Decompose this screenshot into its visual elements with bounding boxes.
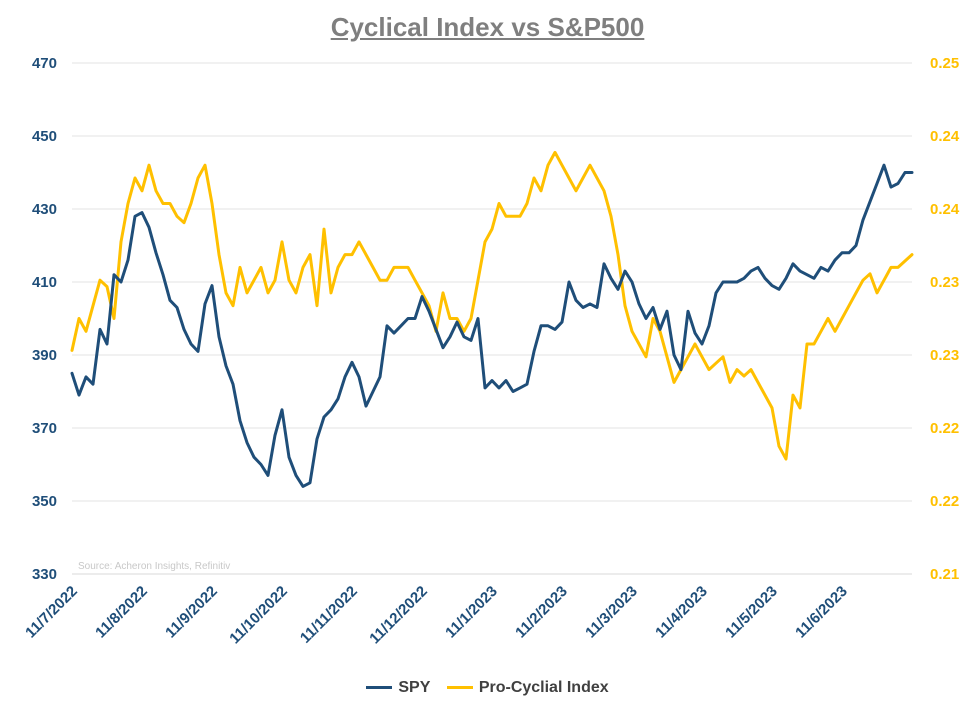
x-tick-label: 11/4/2023 bbox=[652, 583, 711, 642]
legend-label-pro-cyclical: Pro-Cyclial Index bbox=[478, 678, 609, 696]
left-tick-label: 330 bbox=[32, 566, 57, 583]
x-tick-label: 11/6/2023 bbox=[792, 583, 851, 642]
source-note: Source: Acheron Insights, Refinitiv bbox=[78, 561, 230, 572]
right-tick-label: 0.23 bbox=[930, 274, 959, 291]
x-tick-label: 11/12/2022 bbox=[366, 583, 431, 648]
x-tick-label: 11/2/2023 bbox=[512, 583, 571, 642]
legend-item-spy: SPY bbox=[366, 679, 430, 697]
legend-label-spy: SPY bbox=[398, 678, 431, 696]
left-tick-label: 390 bbox=[32, 347, 57, 364]
legend-swatch-spy bbox=[366, 686, 393, 689]
x-tick-label: 11/3/2023 bbox=[582, 583, 641, 642]
left-tick-label: 430 bbox=[32, 201, 57, 218]
chart-title: Cyclical Index vs S&P500 bbox=[330, 12, 645, 42]
x-tick-label: 11/10/2022 bbox=[226, 583, 291, 648]
x-tick-label: 11/8/2022 bbox=[92, 583, 151, 642]
left-tick-label: 450 bbox=[32, 128, 57, 145]
legend-item-pro-cyclical: Pro-Cyclial Index bbox=[446, 678, 609, 697]
left-tick-label: 350 bbox=[32, 493, 57, 510]
right-tick-label: 0.22 bbox=[930, 420, 959, 437]
x-tick-label: 11/9/2022 bbox=[162, 583, 221, 642]
left-axis-ticks: 330 350 370 390 410 430 450 470 bbox=[32, 55, 57, 583]
left-tick-label: 470 bbox=[32, 55, 57, 72]
right-tick-label: 0.25 bbox=[930, 55, 959, 72]
gridlines bbox=[72, 62, 912, 502]
series-line-pro-cyclical bbox=[70, 150, 914, 461]
series-lines bbox=[70, 150, 914, 488]
legend: SPY Pro-Cyclial Index bbox=[0, 676, 975, 697]
x-tick-label: 11/5/2023 bbox=[722, 583, 781, 642]
right-tick-label: 0.22 bbox=[930, 493, 959, 510]
series-line-spy bbox=[70, 163, 914, 488]
x-axis-ticks: 11/7/2022 11/8/2022 11/9/2022 11/10/2022 11/… bbox=[22, 583, 851, 648]
right-tick-label: 0.21 bbox=[930, 566, 959, 583]
x-tick-label: 11/1/2023 bbox=[442, 583, 501, 642]
legend-swatch-pro-cyclical bbox=[446, 686, 473, 689]
x-tick-label: 11/7/2022 bbox=[22, 583, 81, 642]
right-axis-ticks: 0.21 0.22 0.22 0.23 0.23 0.24 0.24 0.25 bbox=[930, 55, 960, 583]
right-tick-label: 0.23 bbox=[930, 347, 959, 364]
left-tick-label: 410 bbox=[32, 274, 57, 291]
right-tick-label: 0.24 bbox=[930, 201, 960, 218]
x-tick-label: 11/11/2022 bbox=[297, 583, 361, 647]
right-tick-label: 0.24 bbox=[930, 128, 960, 145]
left-tick-label: 370 bbox=[32, 420, 57, 437]
